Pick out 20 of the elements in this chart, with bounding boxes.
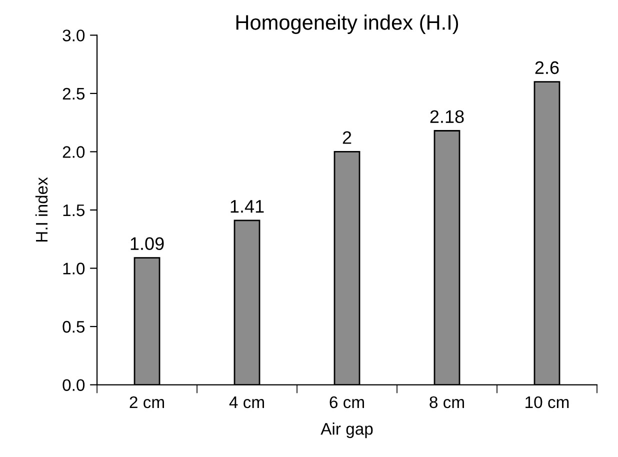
y-axis-title: H.I index bbox=[35, 177, 48, 242]
data-label: 2.18 bbox=[430, 110, 464, 124]
y-tick-label: 2.5 bbox=[62, 88, 85, 100]
y-tick-label: 0.0 bbox=[62, 379, 85, 391]
y-tick-label: 1.5 bbox=[63, 204, 85, 216]
data-label: 1.09 bbox=[130, 237, 164, 250]
data-label: 1.41 bbox=[230, 200, 264, 213]
x-tick-label: 2 cm bbox=[130, 396, 164, 408]
y-tick-label: 1.0 bbox=[63, 262, 85, 274]
data-label: 2.6 bbox=[535, 61, 559, 74]
y-tick-label: 2.0 bbox=[62, 146, 85, 158]
x-axis-title: Air gap bbox=[320, 422, 373, 438]
chart-title: Homogeneity index (H.I) bbox=[236, 14, 458, 34]
y-tick-label: 3.0 bbox=[62, 30, 85, 42]
x-tick-label: 6 cm bbox=[330, 396, 364, 408]
x-tick-label: 8 cm bbox=[430, 396, 464, 408]
x-tick-label: 4 cm bbox=[229, 396, 264, 408]
y-tick-label: 0.5 bbox=[62, 320, 85, 333]
x-tick-label: 10 cm bbox=[526, 396, 569, 408]
data-label: 2 bbox=[342, 131, 352, 144]
